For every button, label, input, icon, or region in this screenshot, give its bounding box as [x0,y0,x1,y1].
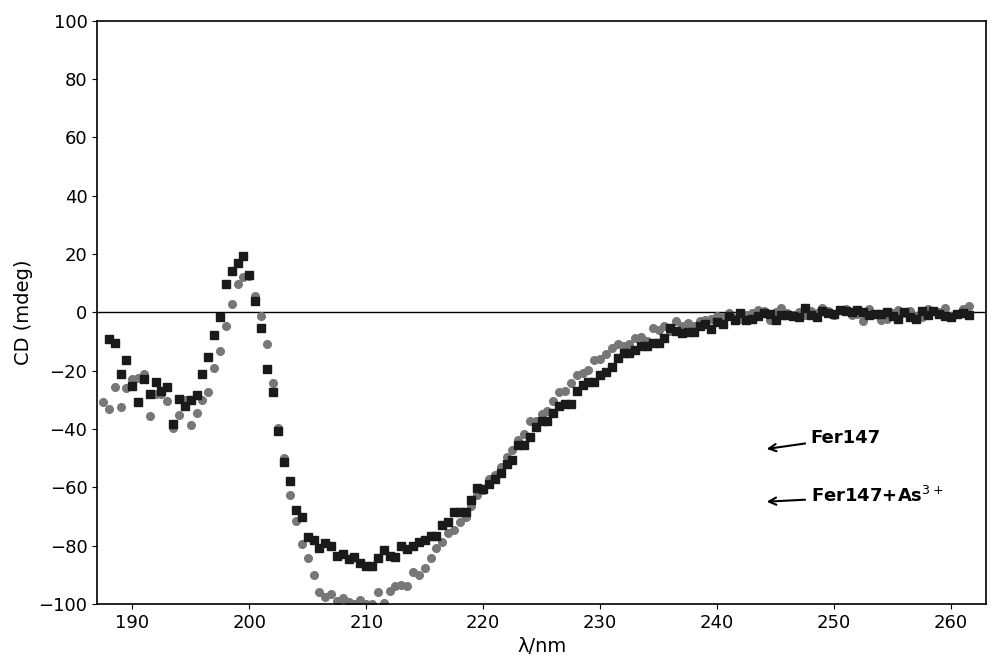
Text: Fer147+As$^{3+}$: Fer147+As$^{3+}$ [769,486,943,506]
Text: Fer147: Fer147 [769,429,881,451]
Y-axis label: CD (mdeg): CD (mdeg) [14,259,33,365]
X-axis label: λ/nm: λ/nm [517,637,566,656]
